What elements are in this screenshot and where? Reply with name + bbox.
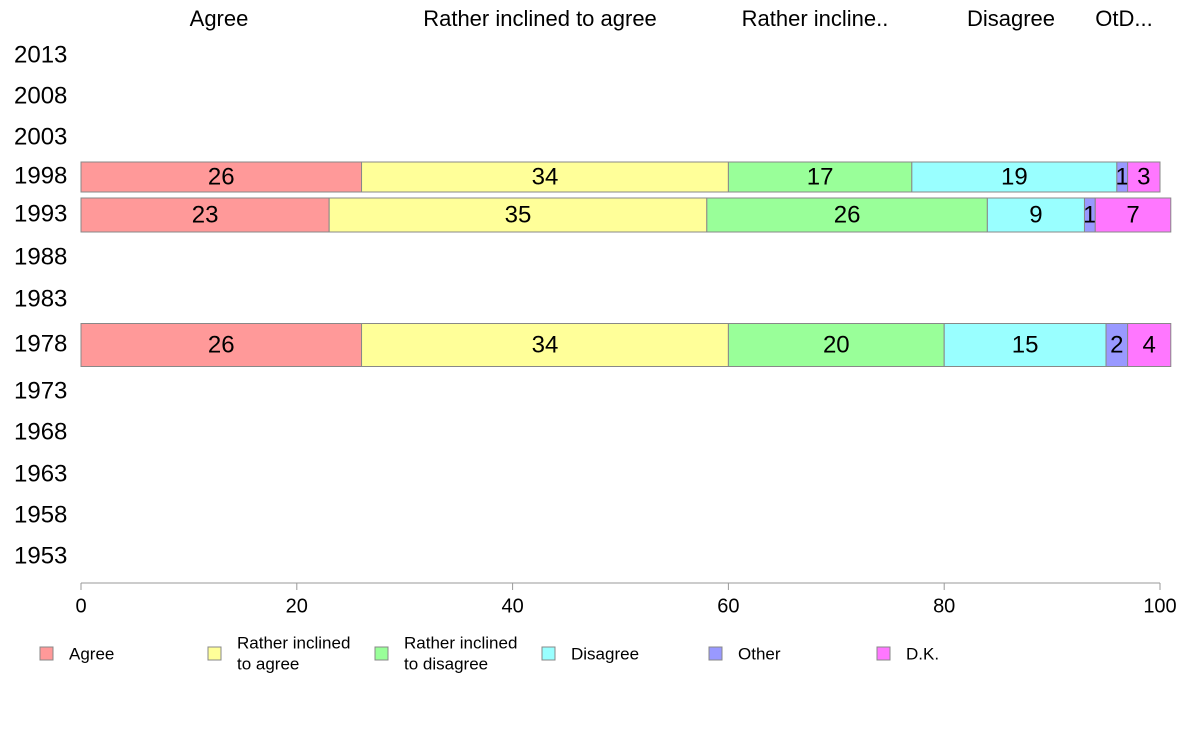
bar-1993-disagree [986, 197, 1085, 233]
legend-label-2-line-2: to agree [237, 654, 299, 673]
legend-label-5: Other [738, 644, 781, 663]
year-label-1978: 1978 [14, 330, 67, 357]
bar-label-1998-2: 34 [532, 163, 559, 190]
bar-1998-agree [80, 161, 363, 193]
column-header-1: Agree [190, 6, 249, 31]
year-label-1988: 1988 [14, 243, 67, 270]
bar-label-1998-5: 1 [1116, 163, 1129, 190]
year-label-1993: 1993 [14, 200, 67, 227]
column-header-5: OtD... [1095, 6, 1152, 31]
bar-1998-d-k- [1127, 161, 1161, 193]
x-tick-label-40: 40 [501, 595, 523, 617]
x-tick-label-0: 0 [75, 595, 86, 617]
legend-label-6: D.K. [906, 644, 939, 663]
bar-label-1978-4: 15 [1012, 331, 1039, 358]
bar-1978-rather-inclined-to-agree [361, 323, 729, 367]
year-label-1963: 1963 [14, 460, 67, 487]
bar-label-1978-2: 34 [532, 331, 559, 358]
bar-1993-d-k- [1094, 197, 1172, 233]
bar-label-1993-4: 9 [1029, 201, 1042, 228]
bar-1978-rather-inclined-to-disagree [727, 323, 945, 367]
year-label-1953: 1953 [14, 542, 67, 569]
bar-label-1998-4: 19 [1001, 163, 1028, 190]
year-label-1983: 1983 [14, 285, 67, 312]
legend-label-1: Agree [69, 644, 114, 663]
legend-swatch-3 [374, 646, 389, 661]
bar-1998-rather-inclined-to-agree [361, 161, 729, 193]
bar-label-1993-1: 23 [192, 201, 219, 228]
x-tick-label-100: 100 [1143, 595, 1176, 617]
bar-label-1993-2: 35 [505, 201, 532, 228]
bar-label-1978-5: 2 [1110, 331, 1123, 358]
bar-1978-agree [80, 323, 363, 367]
x-tick-label-20: 20 [286, 595, 308, 617]
bar-1978-disagree [943, 323, 1107, 367]
year-label-2008: 2008 [14, 82, 67, 109]
year-label-1958: 1958 [14, 501, 67, 528]
legend-label-3-line-2: to disagree [404, 654, 488, 673]
legend-label-2-line-1: Rather inclined [237, 633, 350, 652]
year-label-2003: 2003 [14, 123, 67, 150]
bar-label-1978-3: 20 [823, 331, 850, 358]
bar-1998-rather-inclined-to-disagree [727, 161, 913, 193]
bar-label-1998-6: 3 [1137, 163, 1150, 190]
column-header-2: Rather inclined to agree [423, 6, 657, 31]
column-header-4: Disagree [967, 6, 1055, 31]
bar-1978-d-k- [1127, 323, 1172, 367]
legend-swatch-1 [39, 646, 54, 661]
legend-label-4: Disagree [571, 644, 639, 663]
x-tick-label-80: 80 [933, 595, 955, 617]
bar-label-1993-5: 1 [1083, 201, 1096, 228]
year-label-1973: 1973 [14, 377, 67, 404]
column-header-3: Rather incline.. [742, 6, 889, 31]
bar-label-1993-3: 26 [834, 201, 861, 228]
year-label-1998: 1998 [14, 162, 67, 189]
legend-swatch-2 [207, 646, 222, 661]
bar-label-1993-6: 7 [1126, 201, 1139, 228]
year-label-1968: 1968 [14, 418, 67, 445]
bar-label-1978-1: 26 [208, 331, 235, 358]
legend-swatch-6 [876, 646, 891, 661]
bar-1993-rather-inclined-to-disagree [706, 197, 988, 233]
bar-1993-rather-inclined-to-agree [328, 197, 708, 233]
legend-swatch-5 [708, 646, 723, 661]
bar-1993-agree [80, 197, 330, 233]
bar-label-1978-6: 4 [1143, 331, 1156, 358]
year-label-2013: 2013 [14, 41, 67, 68]
legend-label-3-line-1: Rather inclined [404, 633, 517, 652]
x-tick-label-60: 60 [717, 595, 739, 617]
bar-label-1998-1: 26 [208, 163, 235, 190]
bar-label-1998-3: 17 [807, 163, 834, 190]
legend-swatch-4 [541, 646, 556, 661]
